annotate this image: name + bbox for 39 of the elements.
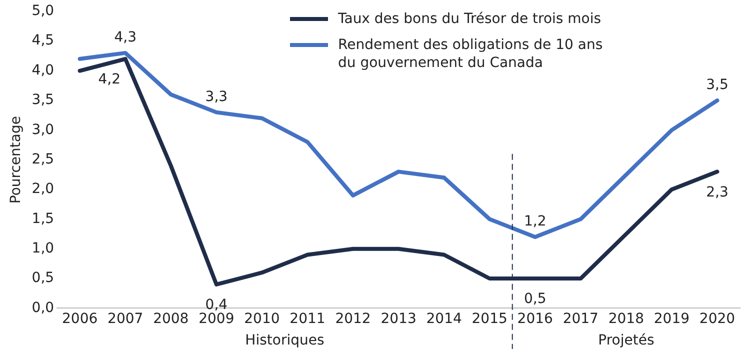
data-label: 1,2 (524, 214, 546, 230)
y-tick-label: 1,0 (32, 240, 54, 256)
y-tick-label: 0,0 (32, 300, 54, 316)
x-tick-label: 2007 (108, 311, 144, 328)
y-tick-label: 1,5 (32, 210, 54, 227)
y-tick-label: 4,5 (32, 32, 54, 49)
x-tick-label: 2017 (562, 311, 598, 328)
x-tick-label: 2020 (699, 311, 736, 328)
y-tick-label: 0,5 (32, 270, 54, 286)
x-tick-label: 2012 (335, 311, 371, 328)
x-tick-label: 2018 (608, 311, 644, 328)
y-tick-label: 2,0 (32, 181, 54, 198)
x-tick-label: 2013 (380, 311, 416, 328)
data-label: 2,3 (706, 184, 728, 200)
x-tick-label: 2006 (62, 311, 98, 328)
x-tick-label: 2016 (517, 311, 554, 328)
y-tick-label: 2,5 (32, 151, 54, 168)
data-label: 0,4 (205, 297, 228, 314)
y-tick-label: 3,0 (32, 122, 54, 138)
data-label: 3,3 (205, 88, 228, 105)
y-tick-label: 5,0 (32, 3, 54, 20)
data-label: 0,5 (524, 291, 546, 308)
x-tick-label: 2011 (290, 311, 326, 328)
x-tick-label: 2019 (654, 311, 690, 328)
x-tick-label: 2015 (472, 311, 508, 328)
data-label: 3,5 (706, 77, 728, 94)
text: Projetés (598, 332, 654, 349)
y-axis-title: Pourcentage (8, 116, 24, 204)
y-tick-label: 3,5 (32, 92, 54, 108)
x-tick-label: 2014 (426, 311, 462, 328)
x-tick-label: 2008 (153, 311, 189, 328)
y-tick-label: 4,0 (32, 62, 54, 78)
legend-label: Taux des bons du Trésor de trois mois (338, 10, 602, 28)
data-label: 4,2 (98, 72, 120, 88)
x-tick-label: 2009 (198, 311, 234, 328)
text: Historiques (245, 332, 324, 349)
legend-label: Rendement des obligations de 10 ans du gouvernement du Canada (338, 36, 604, 72)
x-tick-label: 2010 (244, 311, 280, 328)
data-label: 4,3 (114, 30, 136, 46)
